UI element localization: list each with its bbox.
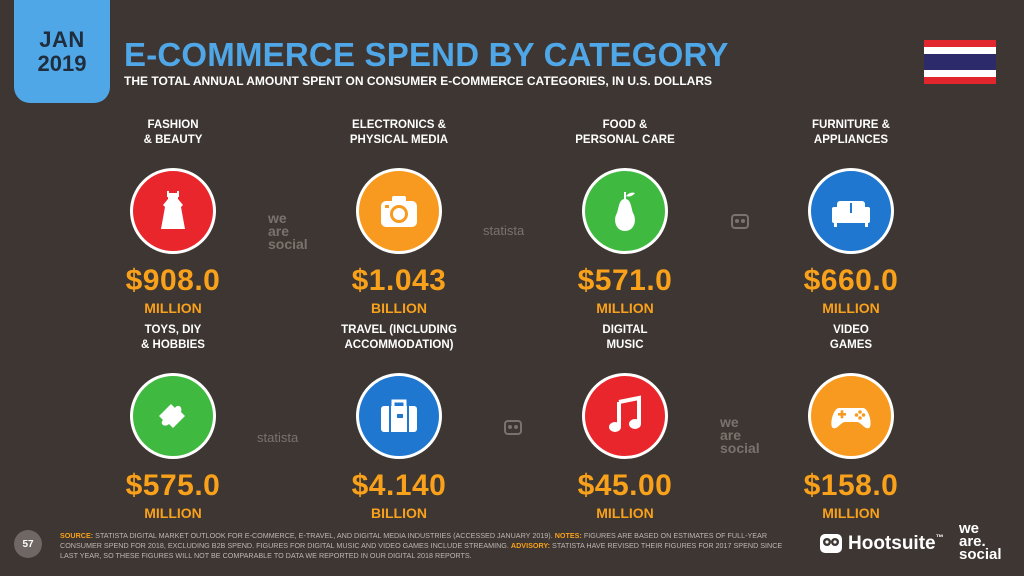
category-label: VIDEO GAMES: [829, 324, 873, 351]
hootsuite-tm: ™: [935, 533, 944, 542]
we-are-social-watermark: we are social: [720, 414, 760, 456]
suitcase-icon: [381, 399, 417, 432]
advisory-text: STATISTA HAVE REVISED THEIR FIGURES FOR …: [60, 541, 783, 560]
category-label: TOYS, DIY & HOBBIES: [141, 324, 205, 351]
date-badge: JAN 2019: [14, 0, 110, 103]
category-value: $1.043: [351, 264, 447, 297]
source-text: STATISTA DIGITAL MARKET OUTLOOK FOR E-CO…: [93, 531, 555, 540]
flag-stripe: [924, 77, 996, 84]
hootsuite-name: Hootsuite: [848, 533, 936, 554]
flag-stripe: [924, 47, 996, 54]
category-circle: [130, 373, 216, 459]
pear-icon: [615, 192, 635, 231]
page-number: 57: [14, 530, 42, 558]
category-value: $45.00: [577, 469, 673, 502]
category-video-games: VIDEO GAMES $158.0 MILLION: [738, 323, 964, 523]
thailand-flag: [924, 40, 996, 84]
owl-watermark-icon: [731, 212, 749, 232]
page-title: E-COMMERCE SPEND BY CATEGORY: [124, 36, 729, 73]
category-circle: [130, 168, 216, 254]
date-year: 2019: [37, 50, 87, 76]
category-unit: MILLION: [822, 300, 880, 316]
puzzle-icon: [159, 404, 185, 428]
we-are-social-watermark: we are social: [268, 210, 308, 252]
category-label: FASHION & BEAUTY: [143, 119, 203, 146]
footer-notes: SOURCE: STATISTA DIGITAL MARKET OUTLOOK …: [60, 531, 800, 561]
category-value: $908.0: [125, 264, 221, 297]
source-label: SOURCE:: [60, 531, 94, 540]
category-circle: [582, 168, 668, 254]
hootsuite-owl-icon: [818, 530, 844, 556]
category-label: ELECTRONICS & PHYSICAL MEDIA: [349, 119, 449, 146]
category-circle: [356, 373, 442, 459]
category-unit: MILLION: [144, 505, 202, 521]
category-value: $158.0: [803, 469, 899, 502]
category-value: $575.0: [125, 469, 221, 502]
we-are-social-logo: we are. social: [959, 520, 1002, 563]
category-unit: MILLION: [596, 505, 654, 521]
music-note-icon: [609, 395, 641, 432]
category-fashion-beauty: FASHION & BEAUTY $908.0 MILLION: [60, 118, 286, 318]
category-circle: [808, 168, 894, 254]
flag-stripe: [924, 40, 996, 47]
advisory-label: ADVISORY:: [510, 541, 551, 550]
category-toys-diy-hobbies: TOYS, DIY & HOBBIES $575.0 MILLION: [60, 323, 286, 523]
notes-label: NOTES:: [554, 531, 582, 540]
flag-stripe: [924, 70, 996, 77]
page-subtitle: THE TOTAL ANNUAL AMOUNT SPENT ON CONSUME…: [124, 74, 713, 88]
category-circle: [582, 373, 668, 459]
statista-watermark: statista: [257, 430, 299, 445]
category-electronics: ELECTRONICS & PHYSICAL MEDIA $1.043 BILL…: [286, 118, 512, 318]
category-grid: FASHION & BEAUTY $908.0 MILLION ELECTRON…: [60, 118, 964, 521]
sofa-icon: [832, 201, 870, 227]
camera-icon: [381, 196, 417, 227]
category-unit: MILLION: [596, 300, 654, 316]
category-unit: MILLION: [822, 505, 880, 521]
category-value: $571.0: [577, 264, 673, 297]
hootsuite-logo: Hootsuite™: [848, 533, 944, 555]
category-food-personal-care: FOOD & PERSONAL CARE $571.0 MILLION: [512, 118, 738, 318]
category-travel: TRAVEL (INCLUDING ACCOMMODATION) $4.140 …: [286, 323, 512, 523]
category-label: FURNITURE & APPLIANCES: [812, 119, 890, 146]
category-circle: [808, 373, 894, 459]
category-label: DIGITAL MUSIC: [602, 324, 648, 351]
date-month: JAN: [39, 27, 85, 53]
category-furniture-appliances: FURNITURE & APPLIANCES $660.0 MILLION: [738, 118, 964, 318]
category-circle: [356, 168, 442, 254]
category-label: TRAVEL (INCLUDING ACCOMMODATION): [341, 324, 457, 351]
gamepad-icon: [831, 408, 871, 429]
category-value: $660.0: [803, 264, 899, 297]
category-unit: MILLION: [144, 300, 202, 316]
category-digital-music: DIGITAL MUSIC $45.00 MILLION: [512, 323, 738, 523]
owl-watermark-icon: [504, 418, 522, 438]
category-unit: BILLION: [371, 505, 427, 521]
category-unit: BILLION: [371, 300, 427, 316]
statista-watermark: statista: [483, 223, 525, 238]
notes-text: FIGURES ARE BASED ON ESTIMATES OF FULL-Y…: [60, 531, 768, 550]
category-value: $4.140: [351, 469, 447, 502]
category-label: FOOD & PERSONAL CARE: [575, 119, 675, 146]
flag-stripe: [924, 54, 996, 70]
dress-icon: [161, 191, 185, 229]
